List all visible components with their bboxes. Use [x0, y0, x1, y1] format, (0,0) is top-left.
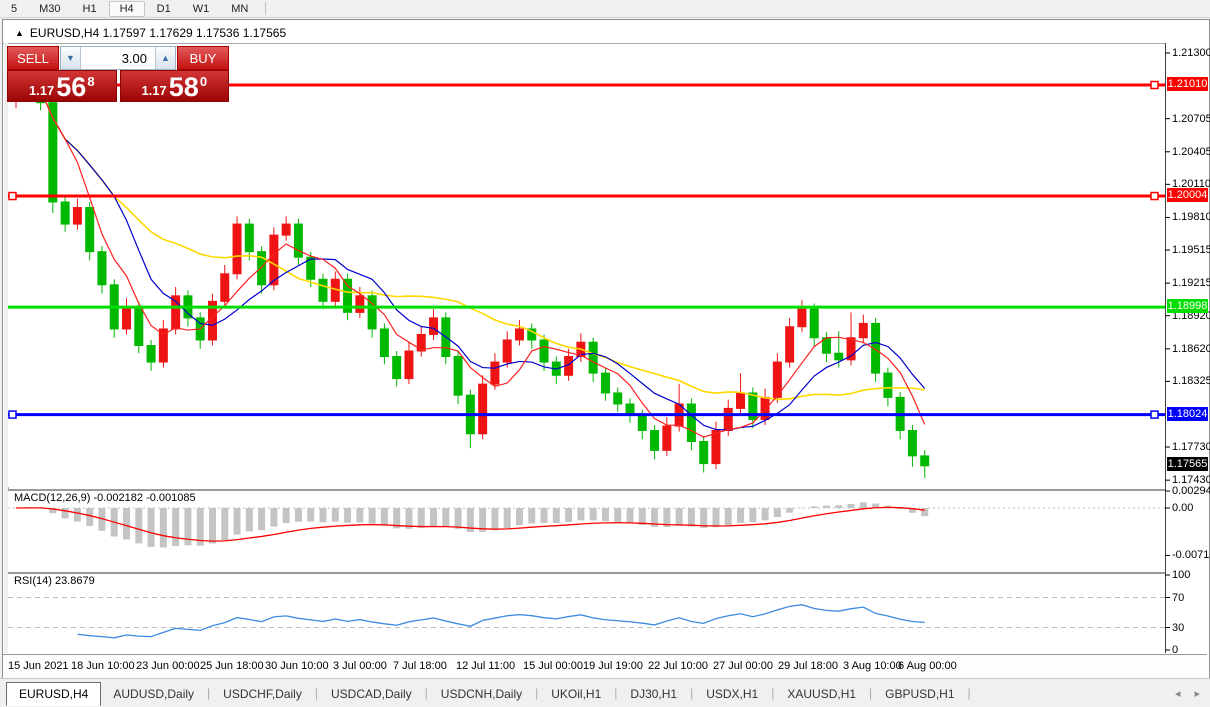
time-tick-label: 3 Jul 00:00 [333, 660, 387, 672]
chart-tab-usdcad[interactable]: USDCAD,Daily [330, 686, 412, 701]
price-level-badge: 1.18024 [1167, 406, 1208, 421]
price-level-badge: 1.18998 [1167, 299, 1208, 314]
tab-separator: | [424, 686, 428, 700]
chart-title-bar: ▲ EURUSD,H4 1.17597 1.17629 1.17536 1.17… [3, 22, 1207, 44]
toolbar-separator [265, 2, 267, 15]
price-tick-label: 1.21300 [1172, 46, 1210, 59]
chart-tab-ukoil[interactable]: UKOil,H1 [551, 686, 602, 701]
chart-tab-eurusd[interactable]: EURUSD,H4 [6, 681, 102, 706]
price-tick-label: 1.17730 [1172, 441, 1210, 454]
rsi-tick-label: 70 [1172, 591, 1185, 604]
timeframe-button-h4[interactable]: H4 [108, 0, 145, 17]
tab-scroll-right-icon[interactable]: ▸ [1194, 687, 1200, 700]
time-tick-label: 22 Jul 10:00 [648, 660, 708, 672]
macd-label: MACD(12,26,9) -0.002182 -0.001085 [14, 492, 196, 504]
time-tick-label: 27 Jul 00:00 [713, 660, 773, 672]
time-tick-label: 25 Jun 18:00 [200, 660, 264, 672]
timeframe-button-m30[interactable]: M30 [39, 2, 61, 15]
chart-tab-usdcnh[interactable]: USDCNH,Daily [440, 686, 523, 701]
volume-decrease-icon[interactable]: ▼ [61, 47, 81, 69]
time-axis[interactable]: 15 Jun 2021 18 Jun 10:00 23 Jun 00:00 25 Ju… [3, 654, 1207, 678]
tab-separator: | [869, 686, 873, 700]
volume-input[interactable]: 3.00 [81, 47, 155, 69]
bid-price-box[interactable]: 1.17 56 8 [7, 70, 117, 102]
time-tick-label: 15 Jul 00:00 [523, 660, 583, 672]
timeframe-button-d1[interactable]: D1 [156, 2, 171, 15]
tab-separator: | [207, 686, 211, 700]
macd-tick-label: 0.002947 [1172, 485, 1210, 497]
rsi-tick-label: 0 [1172, 644, 1179, 656]
tab-separator: | [690, 686, 694, 700]
bid-big-digits: 56 [56, 72, 87, 102]
tab-separator: | [967, 686, 971, 700]
time-tick-label: 30 Jun 10:00 [265, 660, 329, 672]
chart-tab-gbpusd[interactable]: GBPUSD,H1 [885, 686, 955, 701]
time-tick-label: 6 Aug 00:00 [898, 660, 957, 672]
time-tick-label: 12 Jul 11:00 [456, 660, 516, 672]
time-tick-label: 7 Jul 18:00 [393, 660, 447, 672]
price-tick-label: 1.17430 [1172, 474, 1210, 487]
price-tick-label: 1.18325 [1172, 375, 1210, 388]
price-level-badge: 1.21010 [1167, 77, 1208, 91]
buy-button[interactable]: BUY [177, 46, 229, 70]
time-tick-label: 18 Jun 10:00 [71, 660, 135, 672]
bid-prefix: 1.17 [28, 83, 55, 98]
one-click-trade-panel: SELL ▼ 3.00 ▲ BUY 1.17 56 8 1.17 58 0 [7, 46, 229, 102]
chart-tab-usdchf[interactable]: USDCHF,Daily [223, 686, 302, 701]
timeframe-button-5[interactable]: 5 [11, 2, 18, 15]
price-axis[interactable] [1165, 43, 1209, 653]
ask-price-box[interactable]: 1.17 58 0 [119, 70, 229, 102]
price-chart-pane[interactable] [8, 44, 1165, 487]
ask-big-digits: 58 [168, 72, 199, 102]
price-tick-label: 1.20110 [1172, 178, 1210, 191]
tab-separator: | [314, 686, 318, 700]
timeframe-button-mn[interactable]: MN [231, 2, 249, 15]
chart-tab-bar: EURUSD,H4 AUDUSD,Daily | USDCHF,Daily | USDCA… [0, 678, 1210, 707]
chart-tab-usdx[interactable]: USDX,H1 [706, 686, 759, 701]
tab-scroll-left-icon[interactable]: ◂ [1174, 687, 1181, 700]
volume-stepper: ▼ 3.00 ▲ [60, 46, 176, 70]
price-level-badge: 1.17565 [1167, 457, 1208, 472]
chart-tab-dj30[interactable]: DJ30,H1 [630, 686, 678, 701]
price-tick-label: 1.19215 [1172, 277, 1210, 290]
chart-title-text: EURUSD,H4 1.17597 1.17629 1.17536 1.1756… [29, 25, 287, 40]
volume-increase-icon[interactable]: ▲ [155, 47, 175, 69]
bid-pip-digit: 8 [87, 74, 95, 89]
macd-tick-label: -0.007151 [1172, 549, 1210, 562]
ask-prefix: 1.17 [141, 83, 167, 98]
price-tick-label: 1.18620 [1172, 342, 1210, 355]
price-tick-label: 1.19810 [1172, 211, 1210, 224]
tab-separator: | [771, 686, 775, 700]
price-tick-label: 1.20705 [1172, 112, 1210, 125]
chart-tab-xauusd[interactable]: XAUUSD,H1 [787, 686, 857, 701]
time-tick-label: 3 Aug 10:00 [843, 660, 902, 672]
price-level-badge: 1.20004 [1167, 188, 1208, 203]
timeframe-button-h1[interactable]: H1 [82, 2, 97, 15]
timeframe-toolbar: 5 M30 H1 H4 D1 W1 MN [0, 0, 1210, 18]
rsi-tick-label: 30 [1172, 621, 1185, 634]
timeframe-button-w1[interactable]: W1 [192, 2, 210, 15]
rsi-label: RSI(14) 23.8679 [14, 575, 95, 587]
rsi-pane[interactable] [8, 572, 1165, 655]
rsi-tick-label: 100 [1172, 569, 1191, 581]
time-tick-label: 23 Jun 00:00 [136, 660, 200, 672]
macd-tick-label: 0.00 [1172, 502, 1194, 514]
time-tick-label: 19 Jul 19:00 [583, 660, 643, 672]
price-tick-label: 1.19515 [1172, 244, 1210, 257]
collapse-trade-panel-icon[interactable]: ▲ [15, 27, 24, 38]
time-tick-label: 29 Jul 18:00 [778, 660, 838, 672]
tab-separator: | [614, 686, 618, 700]
tab-scroll-controls: ◂ ▸ [1175, 687, 1200, 700]
price-tick-label: 1.20405 [1172, 145, 1210, 158]
time-tick-label: 15 Jun 2021 [8, 660, 69, 672]
ask-pip-digit: 0 [199, 74, 208, 89]
chart-tab-audusd[interactable]: AUDUSD,Daily [113, 686, 195, 701]
tab-separator: | [535, 686, 539, 700]
sell-button[interactable]: SELL [7, 46, 59, 70]
